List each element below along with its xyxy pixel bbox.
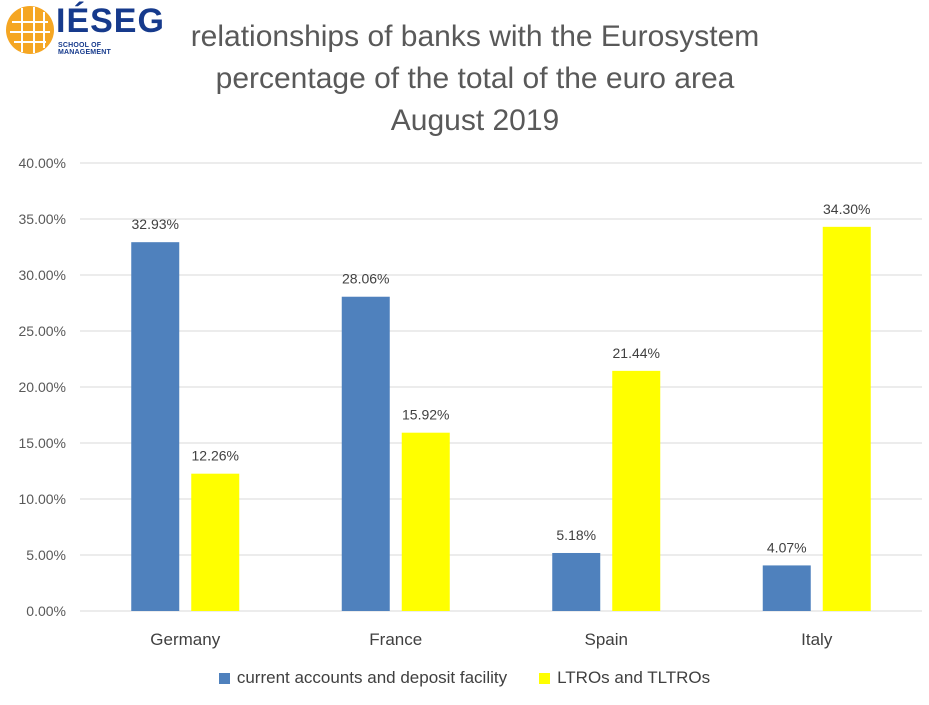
bar-current-accounts-italy bbox=[762, 565, 811, 611]
x-axis-categories: Germany France Spain Italy bbox=[150, 630, 833, 649]
category-label: Germany bbox=[150, 630, 220, 649]
bars bbox=[131, 226, 871, 611]
y-tick-label: 0.00% bbox=[26, 603, 66, 619]
data-label: 15.92% bbox=[402, 407, 449, 423]
bar-current-accounts-germany bbox=[131, 242, 180, 611]
y-tick-label: 25.00% bbox=[19, 323, 66, 339]
legend-label-series-2: LTROs and TLTROs bbox=[557, 668, 711, 687]
bar-current-accounts-spain bbox=[552, 552, 601, 611]
legend: current accounts and deposit facility LT… bbox=[0, 668, 929, 688]
bar-ltros-germany bbox=[191, 473, 240, 611]
bar-ltros-italy bbox=[822, 226, 871, 611]
data-label: 34.30% bbox=[823, 201, 870, 217]
y-tick-label: 15.00% bbox=[19, 435, 66, 451]
legend-swatch-series-2 bbox=[539, 672, 551, 684]
legend-item-series-1: current accounts and deposit facility bbox=[218, 668, 508, 688]
logo-emblem-icon bbox=[6, 6, 54, 54]
y-tick-label: 40.00% bbox=[19, 155, 66, 171]
y-tick-label: 30.00% bbox=[19, 267, 66, 283]
legend-label-series-1: current accounts and deposit facility bbox=[236, 668, 508, 687]
data-label: 5.18% bbox=[556, 527, 596, 543]
data-label: 32.93% bbox=[132, 216, 179, 232]
chart-title-line-2: percentage of the total of the euro area bbox=[215, 62, 735, 95]
bar-current-accounts-france bbox=[341, 296, 390, 611]
chart-title: relationships of banks with the Eurosyst… bbox=[150, 16, 800, 142]
bar-ltros-france bbox=[401, 432, 450, 611]
y-tick-label: 10.00% bbox=[19, 491, 66, 507]
chart-title-line-3: August 2019 bbox=[390, 104, 560, 137]
logo-subtitle: SCHOOL OF MANAGEMENT bbox=[58, 42, 111, 56]
category-label: Italy bbox=[801, 630, 833, 649]
chart-title-line-1: relationships of banks with the Eurosyst… bbox=[190, 20, 760, 53]
data-label: 12.26% bbox=[192, 448, 239, 464]
y-axis-ticks: 0.00% 5.00% 10.00% 15.00% 20.00% 25.00% 30.00%… bbox=[19, 155, 66, 619]
y-tick-label: 35.00% bbox=[19, 211, 66, 227]
legend-swatch-series-1 bbox=[218, 672, 230, 684]
category-label: France bbox=[369, 630, 422, 649]
ieseg-logo: IÉSEG SCHOOL OF MANAGEMENT bbox=[4, 2, 164, 58]
logo-wordmark: IÉSEG bbox=[56, 2, 165, 40]
legend-item-series-2: LTROs and TLTROs bbox=[539, 668, 710, 688]
data-label: 4.07% bbox=[767, 539, 807, 555]
bar-ltros-spain bbox=[612, 370, 661, 611]
data-label: 21.44% bbox=[613, 345, 660, 361]
category-label: Spain bbox=[585, 630, 628, 649]
data-label: 28.06% bbox=[342, 271, 389, 287]
y-tick-label: 20.00% bbox=[19, 379, 66, 395]
y-tick-label: 5.00% bbox=[26, 547, 66, 563]
data-labels: 32.93% 12.26% 28.06% 15.92% 5.18% 21.44% 4.07%… bbox=[132, 201, 871, 556]
